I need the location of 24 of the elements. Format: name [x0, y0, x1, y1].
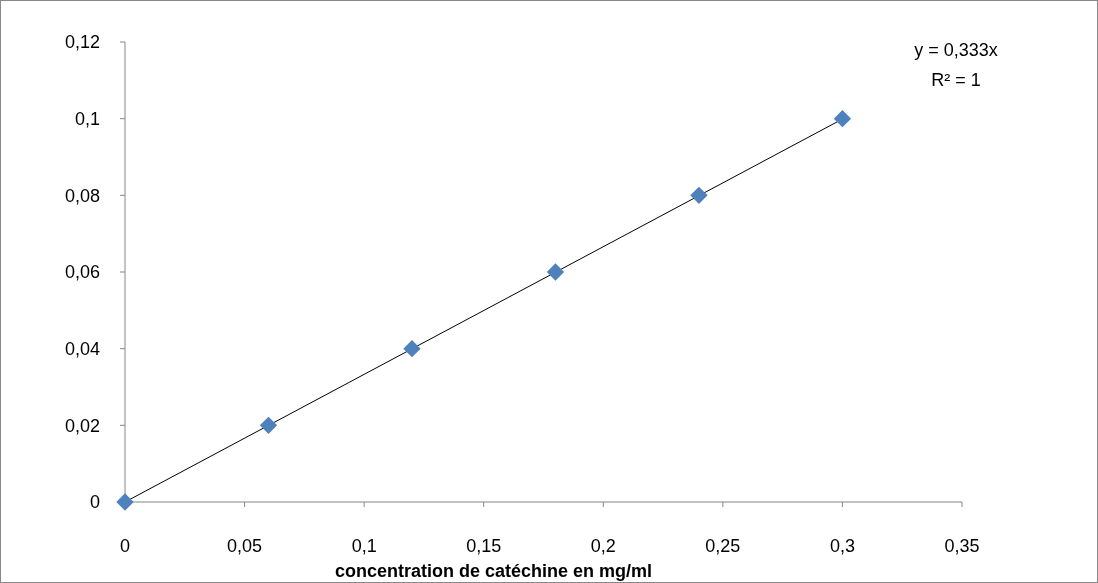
x-tick-label: 0,35	[944, 536, 980, 556]
y-tick-label: 0,04	[64, 338, 100, 359]
point	[403, 340, 421, 358]
x-axis-title: concentration de catéchine en mg/ml	[334, 561, 653, 581]
point	[690, 186, 708, 204]
point	[259, 416, 278, 434]
annotation: y = 0,333x	[914, 40, 998, 60]
x-tick-label: 0	[119, 536, 131, 556]
y-tick-label: 0,1	[74, 108, 100, 129]
point	[546, 263, 565, 281]
y-tick-label: 0,08	[64, 185, 100, 206]
x-tick-label: 0,2	[590, 536, 616, 556]
y-tick-label: 0,02	[64, 415, 100, 436]
x-tick-label: 0,05	[227, 536, 263, 556]
point	[116, 493, 134, 511]
x-tick-label: 0,15	[466, 536, 502, 556]
x-tick-label: 0,25	[705, 536, 741, 556]
annotation: R² = 1	[931, 70, 981, 90]
y-tick-label: 0,12	[64, 32, 100, 53]
x-tick-label: 0,3	[829, 536, 855, 556]
y-tick-label: 0	[89, 492, 100, 513]
point	[833, 110, 852, 128]
x-tick-label: 0,1	[351, 536, 377, 556]
y-tick-label: 0,06	[64, 262, 100, 283]
